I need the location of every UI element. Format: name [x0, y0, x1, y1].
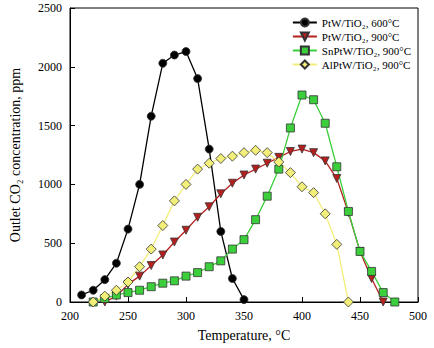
svg-text:300: 300	[177, 309, 195, 323]
svg-text:1500: 1500	[38, 119, 62, 133]
svg-text:2500: 2500	[38, 1, 62, 15]
svg-text:Outlet CO₂ concentration, ppm: Outlet CO₂ concentration, ppm	[8, 68, 23, 243]
svg-text:500: 500	[409, 309, 427, 323]
svg-text:2000: 2000	[38, 60, 62, 74]
svg-text:350: 350	[235, 309, 253, 323]
svg-text:PtW/TiO₂, 900°C: PtW/TiO₂, 900°C	[322, 31, 400, 43]
svg-text:0: 0	[56, 295, 62, 309]
svg-text:PtW/TiO₂, 600°C: PtW/TiO₂, 600°C	[322, 17, 400, 29]
svg-text:500: 500	[44, 236, 62, 250]
svg-text:1000: 1000	[38, 177, 62, 191]
svg-text:SnPtW/TiO₂, 900°C: SnPtW/TiO₂, 900°C	[322, 45, 411, 57]
svg-text:450: 450	[351, 309, 369, 323]
svg-text:AlPtW/TiO₂, 900°C: AlPtW/TiO₂, 900°C	[322, 59, 411, 71]
svg-text:200: 200	[61, 309, 79, 323]
svg-text:250: 250	[119, 309, 137, 323]
svg-text:Temperature, °C: Temperature, °C	[198, 328, 290, 343]
svg-text:400: 400	[293, 309, 311, 323]
